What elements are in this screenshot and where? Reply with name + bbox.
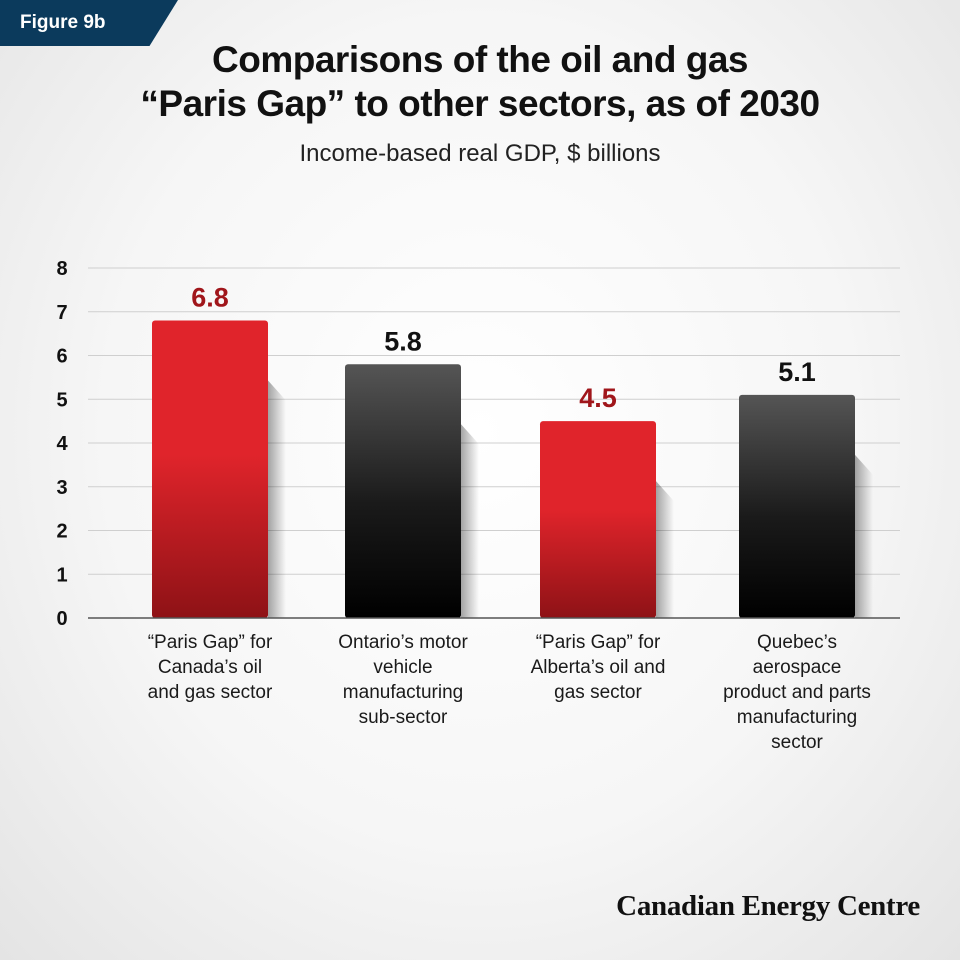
y-tick-label: 0 xyxy=(56,608,67,630)
x-tick-label: Ontario’s motor vehicle manufacturing sub-s… xyxy=(303,630,503,730)
x-tick-label-line: manufacturing xyxy=(342,682,464,703)
bar xyxy=(152,320,268,618)
bar-value-label: 4.5 xyxy=(579,383,617,413)
x-tick-label-line: Alberta’s oil and xyxy=(530,657,666,678)
bar-shadow xyxy=(268,380,286,618)
y-tick-label: 3 xyxy=(56,477,67,499)
chart-title-line-2: “Paris Gap” to other sectors, as of 2030 xyxy=(140,83,820,124)
x-tick-label-line: “Paris Gap” for xyxy=(535,632,661,653)
chart-title: Comparisons of the oil and gas “Paris Ga… xyxy=(0,38,960,126)
x-tick-label-line: gas sector xyxy=(554,682,642,703)
y-tick-label: 5 xyxy=(56,389,67,411)
x-tick-label-line: vehicle xyxy=(373,657,433,678)
bar-shadow xyxy=(855,454,873,618)
chart-title-line-1: Comparisons of the oil and gas xyxy=(212,39,748,80)
x-tick-label-line: and gas sector xyxy=(147,682,273,703)
x-tick-label-line: Ontario’s motor xyxy=(338,632,468,653)
y-tick-label: 6 xyxy=(56,346,67,368)
x-tick-label-line: “Paris Gap” for xyxy=(147,632,273,653)
bar-value-label: 5.1 xyxy=(778,357,816,387)
brand-logo-text: Canadian Energy Centre xyxy=(616,890,920,922)
x-tick-label-line: Quebec’s xyxy=(757,632,837,653)
y-tick-label: 7 xyxy=(56,302,67,324)
bar-shadow xyxy=(656,481,674,618)
bar-value-label: 6.8 xyxy=(191,283,229,313)
figure-tag: Figure 9b xyxy=(0,0,178,46)
bar-shadow xyxy=(461,424,479,618)
y-tick-label: 8 xyxy=(56,258,67,280)
y-tick-label: 4 xyxy=(56,433,68,455)
y-tick-label: 2 xyxy=(56,521,67,543)
x-tick-label-line: sector xyxy=(771,732,823,753)
bar-value-label: 5.8 xyxy=(384,326,422,356)
x-tick-label-line: product and parts xyxy=(723,682,871,703)
x-tick-label-line: sub-sector xyxy=(358,707,448,728)
x-tick-label: “Paris Gap” for Alberta’s oil and gas sect… xyxy=(498,630,698,705)
chart-subtitle: Income-based real GDP, $ billions xyxy=(299,140,661,167)
x-tick-label-line: manufacturing xyxy=(736,707,858,728)
x-tick-label-line: aerospace xyxy=(752,657,842,678)
y-tick-label: 1 xyxy=(56,564,67,586)
bar xyxy=(345,364,461,618)
bar xyxy=(739,394,855,618)
x-tick-label: “Paris Gap” for Canada’s oil and gas secto… xyxy=(110,630,310,705)
bar xyxy=(540,421,656,618)
x-tick-label: Quebec’s aerospace product and parts manufa… xyxy=(697,630,897,755)
x-tick-label-line: Canada’s oil xyxy=(157,657,263,678)
